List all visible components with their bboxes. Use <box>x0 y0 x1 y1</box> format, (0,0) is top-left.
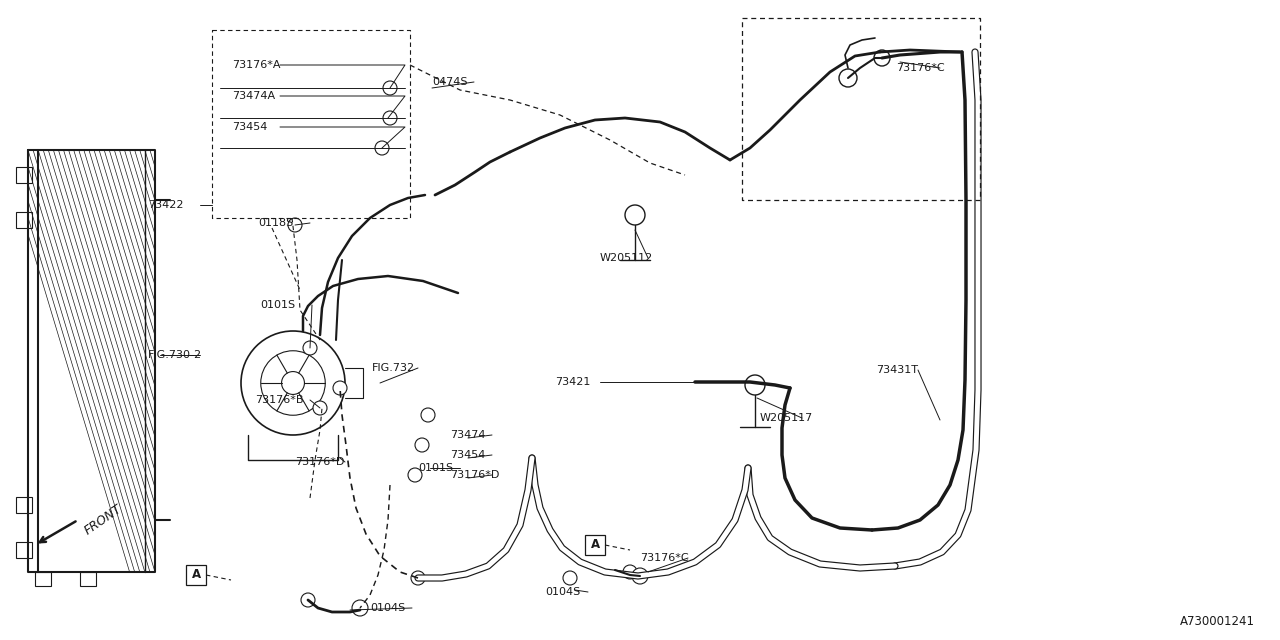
Ellipse shape <box>352 600 369 616</box>
Ellipse shape <box>874 50 890 66</box>
Bar <box>81 572 96 586</box>
Ellipse shape <box>375 141 389 155</box>
Ellipse shape <box>563 571 577 585</box>
Bar <box>585 535 605 555</box>
Ellipse shape <box>408 468 422 482</box>
Ellipse shape <box>632 568 648 584</box>
Text: 73474: 73474 <box>451 430 485 440</box>
Ellipse shape <box>314 401 326 415</box>
Ellipse shape <box>623 565 637 579</box>
Ellipse shape <box>282 372 305 394</box>
Bar <box>17 167 32 183</box>
Ellipse shape <box>411 571 425 585</box>
Bar <box>17 497 32 513</box>
Bar <box>35 572 51 586</box>
Text: 0104S: 0104S <box>545 587 580 597</box>
Ellipse shape <box>333 381 347 395</box>
Text: FIG.730-2: FIG.730-2 <box>148 350 202 360</box>
Text: 0104S: 0104S <box>370 603 406 613</box>
Text: W205112: W205112 <box>600 253 653 263</box>
Text: 73176*D: 73176*D <box>294 457 344 467</box>
Ellipse shape <box>625 205 645 225</box>
Text: 0118S: 0118S <box>259 218 293 228</box>
Ellipse shape <box>303 341 317 355</box>
Text: A: A <box>192 568 201 582</box>
Bar <box>17 542 32 558</box>
Ellipse shape <box>415 438 429 452</box>
Text: 73422: 73422 <box>148 200 183 210</box>
Ellipse shape <box>288 218 302 232</box>
Text: 73176*A: 73176*A <box>232 60 280 70</box>
Ellipse shape <box>301 593 315 607</box>
Text: FIG.732: FIG.732 <box>372 363 415 373</box>
Text: FRONT: FRONT <box>82 502 124 538</box>
Text: 73176*B: 73176*B <box>255 395 303 405</box>
Ellipse shape <box>241 331 346 435</box>
Text: 73431T: 73431T <box>876 365 918 375</box>
Text: 0101S: 0101S <box>419 463 453 473</box>
Ellipse shape <box>421 408 435 422</box>
Text: 73454: 73454 <box>451 450 485 460</box>
Text: 73176*C: 73176*C <box>896 63 945 73</box>
Ellipse shape <box>838 69 858 87</box>
Text: A730001241: A730001241 <box>1180 615 1254 628</box>
Text: 73474A: 73474A <box>232 91 275 101</box>
Ellipse shape <box>261 351 325 415</box>
Text: 0474S: 0474S <box>433 77 467 87</box>
Bar <box>17 212 32 228</box>
Text: A: A <box>590 538 599 552</box>
Text: 0101S: 0101S <box>260 300 296 310</box>
Text: 73421: 73421 <box>556 377 590 387</box>
Text: 73454: 73454 <box>232 122 268 132</box>
Text: 73176*C: 73176*C <box>640 553 689 563</box>
Text: 73176*D: 73176*D <box>451 470 499 480</box>
Bar <box>186 565 206 585</box>
Text: W205117: W205117 <box>760 413 813 423</box>
Ellipse shape <box>745 375 765 395</box>
Ellipse shape <box>383 81 397 95</box>
Ellipse shape <box>383 111 397 125</box>
